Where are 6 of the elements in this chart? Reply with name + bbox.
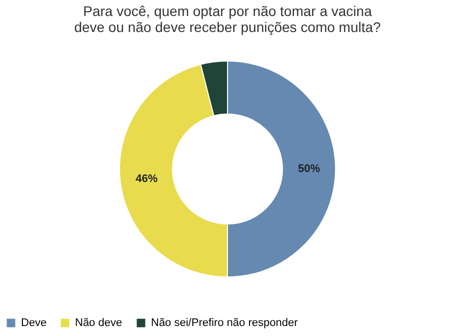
- data-label: 50%: [298, 163, 320, 175]
- chart-title: Para você, quem optar por não tomar a vacina deve ou não deve receber punições como multa?: [74, 3, 382, 35]
- data-label: 46%: [136, 173, 158, 186]
- legend-label: Não sei/Prefiro não responder: [151, 317, 298, 329]
- legend-label: Não deve: [75, 317, 122, 329]
- legend-label: Deve: [21, 317, 47, 329]
